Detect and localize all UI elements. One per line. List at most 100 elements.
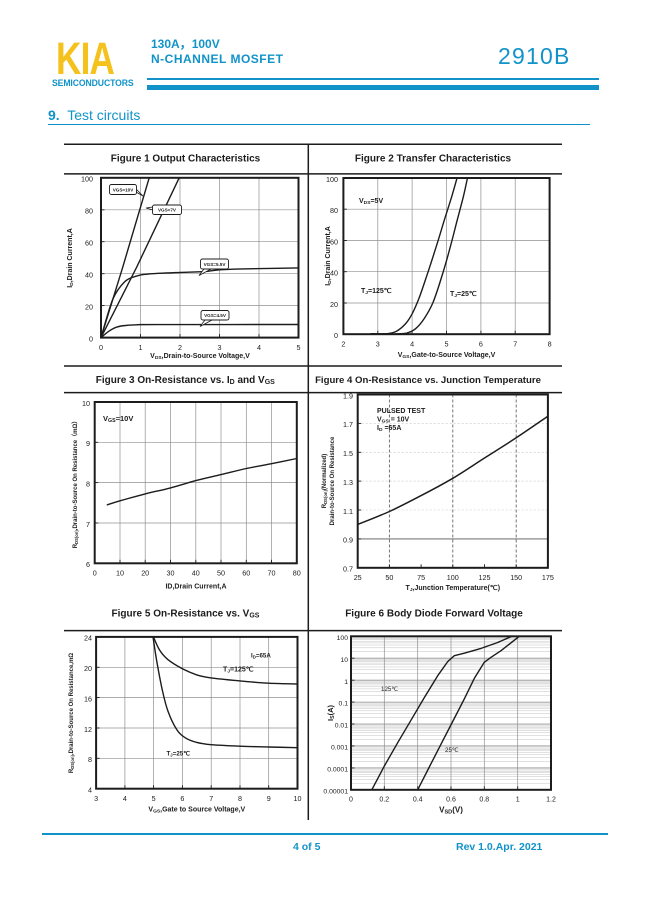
svg-text:16: 16 bbox=[84, 694, 92, 703]
svg-text:75: 75 bbox=[417, 573, 425, 582]
svg-text:Figure 4 On-Resistance vs. Jun: Figure 4 On-Resistance vs. Junction Temp… bbox=[315, 375, 541, 386]
svg-text:VGS=10V: VGS=10V bbox=[113, 188, 134, 193]
svg-text:25℃: 25℃ bbox=[445, 747, 459, 754]
svg-text:0: 0 bbox=[93, 569, 97, 578]
svg-text:24: 24 bbox=[84, 634, 92, 643]
svg-text:0.9: 0.9 bbox=[343, 536, 353, 545]
svg-text:VGS=10V: VGS=10V bbox=[103, 414, 133, 424]
svg-text:3: 3 bbox=[376, 340, 380, 349]
svg-text:ID,Drain Current,A: ID,Drain Current,A bbox=[67, 228, 75, 288]
svg-text:4: 4 bbox=[123, 794, 127, 803]
svg-text:Figure 6 Body Diode Forward Vo: Figure 6 Body Diode Forward Voltage bbox=[345, 608, 523, 619]
svg-text:80: 80 bbox=[85, 207, 93, 216]
svg-text:25: 25 bbox=[354, 573, 362, 582]
svg-text:1.1: 1.1 bbox=[343, 507, 353, 516]
svg-text:50: 50 bbox=[217, 569, 225, 578]
svg-text:5: 5 bbox=[297, 343, 301, 352]
svg-text:8: 8 bbox=[86, 479, 90, 488]
svg-text:20: 20 bbox=[141, 569, 149, 578]
svg-text:100: 100 bbox=[326, 175, 338, 184]
svg-text:30: 30 bbox=[167, 569, 175, 578]
svg-text:0: 0 bbox=[89, 334, 93, 343]
svg-text:40: 40 bbox=[330, 269, 338, 278]
svg-text:Figure 5 On-Resistance vs. VGS: Figure 5 On-Resistance vs. VGS bbox=[112, 608, 260, 619]
svg-text:0.6: 0.6 bbox=[446, 796, 456, 803]
svg-text:1.3: 1.3 bbox=[343, 478, 353, 487]
svg-text:0.0001: 0.0001 bbox=[327, 767, 348, 774]
svg-text:0.1: 0.1 bbox=[339, 701, 349, 708]
svg-text:1: 1 bbox=[139, 343, 143, 352]
svg-text:100: 100 bbox=[447, 573, 459, 582]
svg-text:60: 60 bbox=[242, 569, 250, 578]
svg-text:10: 10 bbox=[116, 569, 124, 578]
svg-text:100: 100 bbox=[81, 175, 93, 184]
svg-text:VGS=7V: VGS=7V bbox=[158, 208, 177, 213]
svg-text:RDS(on),Drain-to-Source On Res: RDS(on),Drain-to-Source On Resistance,mΩ bbox=[69, 653, 75, 773]
svg-text:5: 5 bbox=[445, 340, 449, 349]
svg-text:Figure 1 Output Characteristic: Figure 1 Output Characteristics bbox=[111, 153, 261, 164]
svg-text:0.8: 0.8 bbox=[479, 796, 489, 803]
svg-text:60: 60 bbox=[330, 237, 338, 246]
svg-text:0.001: 0.001 bbox=[331, 745, 348, 752]
svg-text:9: 9 bbox=[86, 439, 90, 448]
svg-text:TJ,Junction Temperature(℃): TJ,Junction Temperature(℃) bbox=[406, 584, 500, 593]
svg-text:70: 70 bbox=[268, 569, 276, 578]
svg-text:8: 8 bbox=[238, 794, 242, 803]
svg-text:0.4: 0.4 bbox=[413, 796, 423, 803]
svg-text:RDS(on),Drain-to-Source On Res: RDS(on),Drain-to-Source On Resistance（mΩ… bbox=[71, 418, 79, 549]
svg-text:ID=65A: ID=65A bbox=[251, 653, 271, 660]
svg-text:4: 4 bbox=[88, 786, 92, 795]
svg-text:3: 3 bbox=[94, 794, 98, 803]
svg-text:20: 20 bbox=[84, 664, 92, 673]
svg-text:0.00001: 0.00001 bbox=[323, 788, 348, 795]
svg-text:1.5: 1.5 bbox=[343, 449, 353, 458]
svg-text:1: 1 bbox=[344, 679, 348, 686]
svg-text:IS(A): IS(A) bbox=[326, 704, 336, 721]
svg-text:150: 150 bbox=[510, 573, 522, 582]
svg-text:80: 80 bbox=[330, 206, 338, 215]
svg-text:VGS=5.5V: VGS=5.5V bbox=[204, 262, 227, 267]
svg-text:20: 20 bbox=[330, 300, 338, 309]
svg-text:125℃: 125℃ bbox=[381, 686, 398, 693]
svg-text:4: 4 bbox=[410, 340, 414, 349]
svg-text:5: 5 bbox=[152, 794, 156, 803]
svg-text:7: 7 bbox=[513, 340, 517, 349]
svg-text:6: 6 bbox=[479, 340, 483, 349]
svg-text:3: 3 bbox=[218, 343, 222, 352]
svg-text:10: 10 bbox=[82, 399, 90, 408]
svg-text:TJ=25℃: TJ=25℃ bbox=[450, 290, 477, 299]
svg-text:VGS=4.5V: VGS=4.5V bbox=[204, 313, 227, 318]
svg-text:Figure 2 Transfer Characterist: Figure 2 Transfer Characteristics bbox=[355, 153, 512, 164]
svg-text:VDS,Drain-to-Source Voltage,V: VDS,Drain-to-Source Voltage,V bbox=[150, 353, 250, 361]
svg-text:80: 80 bbox=[293, 569, 301, 578]
svg-text:ID,Drain Current,A: ID,Drain Current,A bbox=[165, 584, 226, 591]
svg-text:1.9: 1.9 bbox=[343, 391, 353, 400]
svg-text:0: 0 bbox=[99, 343, 103, 352]
svg-text:VGS = 10V: VGS = 10V bbox=[377, 417, 410, 425]
svg-text:1.7: 1.7 bbox=[343, 420, 353, 429]
svg-text:7: 7 bbox=[209, 794, 213, 803]
svg-text:0: 0 bbox=[349, 796, 353, 803]
svg-text:20: 20 bbox=[85, 302, 93, 311]
svg-text:8: 8 bbox=[88, 755, 92, 764]
svg-text:0.7: 0.7 bbox=[343, 565, 353, 574]
svg-text:4: 4 bbox=[257, 343, 261, 352]
svg-text:0.01: 0.01 bbox=[335, 723, 348, 730]
svg-text:40: 40 bbox=[192, 569, 200, 578]
svg-text:10: 10 bbox=[294, 794, 302, 803]
svg-text:TJ=25℃: TJ=25℃ bbox=[167, 751, 191, 758]
svg-text:RDS(on)(Normalized): RDS(on)(Normalized) bbox=[322, 454, 328, 508]
svg-text:100: 100 bbox=[337, 635, 349, 642]
svg-text:60: 60 bbox=[85, 239, 93, 248]
svg-text:10: 10 bbox=[340, 657, 348, 664]
svg-text:ID,Drain Current,A: ID,Drain Current,A bbox=[325, 226, 333, 286]
svg-text:7: 7 bbox=[86, 520, 90, 529]
svg-text:VDS=5V: VDS=5V bbox=[359, 198, 383, 206]
svg-text:Figure 3 On-Resistance vs. ID: Figure 3 On-Resistance vs. ID and VGS bbox=[96, 375, 275, 386]
svg-text:2: 2 bbox=[341, 340, 345, 349]
svg-text:VSD(V): VSD(V) bbox=[439, 806, 463, 816]
svg-text:TJ=125℃: TJ=125℃ bbox=[223, 666, 254, 675]
svg-text:PULSED TEST: PULSED TEST bbox=[377, 408, 426, 415]
svg-text:ID =65A: ID =65A bbox=[377, 425, 401, 433]
svg-text:8: 8 bbox=[548, 340, 552, 349]
